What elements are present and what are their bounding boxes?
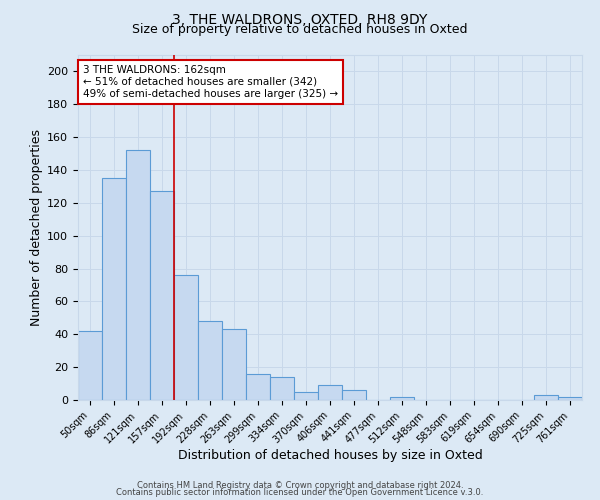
- Bar: [222, 330, 246, 400]
- Bar: [174, 275, 198, 400]
- Bar: [318, 385, 342, 400]
- Text: 3, THE WALDRONS, OXTED, RH8 9DY: 3, THE WALDRONS, OXTED, RH8 9DY: [172, 12, 428, 26]
- Y-axis label: Number of detached properties: Number of detached properties: [30, 129, 43, 326]
- Bar: [558, 396, 582, 400]
- Bar: [102, 178, 126, 400]
- Bar: [270, 377, 294, 400]
- Bar: [198, 321, 222, 400]
- Bar: [390, 396, 414, 400]
- Text: Contains HM Land Registry data © Crown copyright and database right 2024.: Contains HM Land Registry data © Crown c…: [137, 480, 463, 490]
- Bar: [246, 374, 270, 400]
- Text: 3 THE WALDRONS: 162sqm
← 51% of detached houses are smaller (342)
49% of semi-de: 3 THE WALDRONS: 162sqm ← 51% of detached…: [83, 66, 338, 98]
- Bar: [78, 331, 102, 400]
- Bar: [126, 150, 150, 400]
- Text: Size of property relative to detached houses in Oxted: Size of property relative to detached ho…: [132, 22, 468, 36]
- X-axis label: Distribution of detached houses by size in Oxted: Distribution of detached houses by size …: [178, 449, 482, 462]
- Text: Contains public sector information licensed under the Open Government Licence v.: Contains public sector information licen…: [116, 488, 484, 497]
- Bar: [294, 392, 318, 400]
- Bar: [342, 390, 366, 400]
- Bar: [150, 192, 174, 400]
- Bar: [534, 395, 558, 400]
